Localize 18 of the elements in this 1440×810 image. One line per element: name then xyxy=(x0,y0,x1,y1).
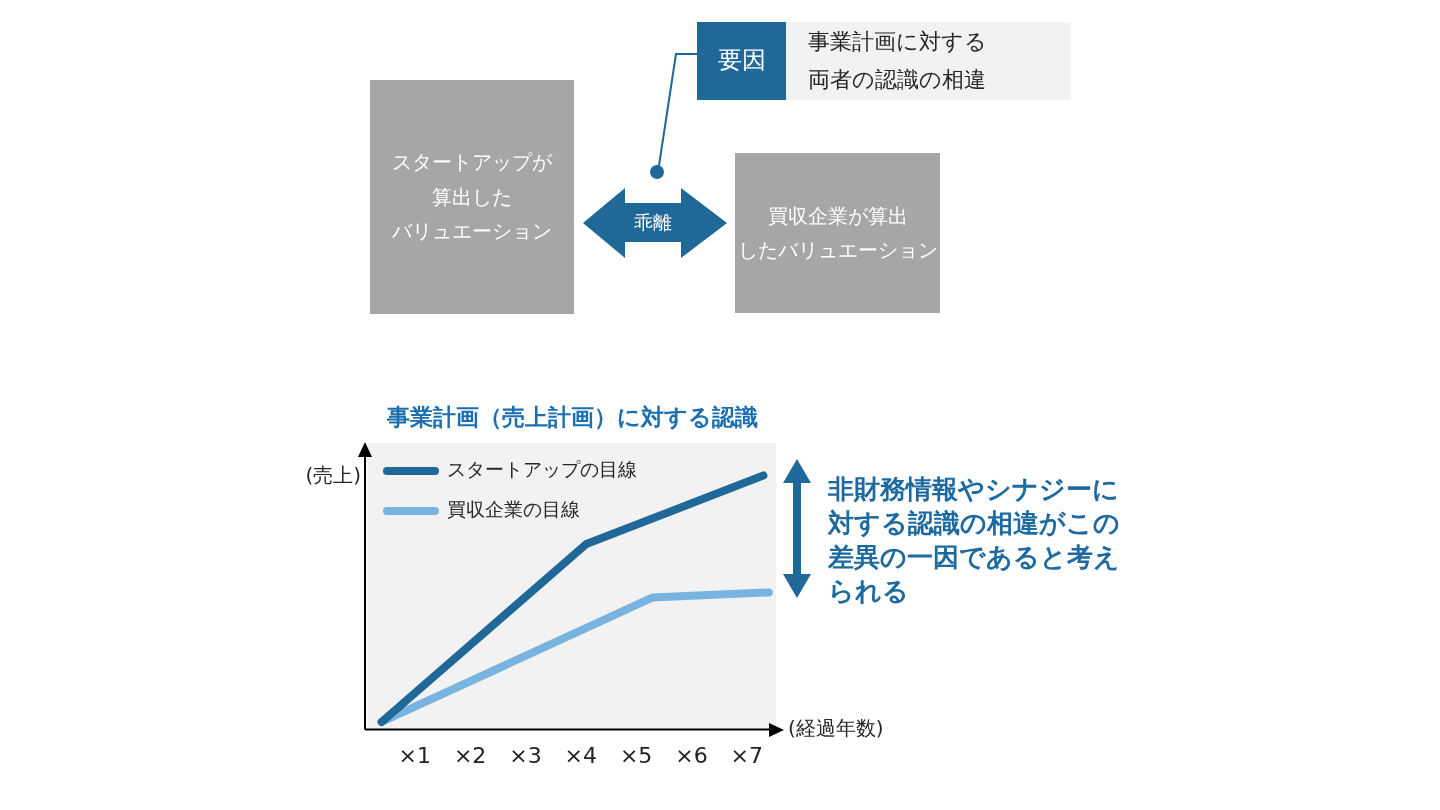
x-tick-label: ×7 xyxy=(730,742,764,768)
x-axis-title: (経過年数) xyxy=(788,715,884,740)
x-tick-label: ×6 xyxy=(675,742,708,768)
text: 乖離 xyxy=(634,210,672,236)
x-tick-label: ×1 xyxy=(398,742,432,768)
text: 非財務情報やシナジーに対する認識の相違がこの差異の一因であると考えられる xyxy=(827,474,1120,607)
x-tick-label: ×4 xyxy=(564,742,598,768)
x-tick-label: ×2 xyxy=(453,742,487,768)
chart-title: 事業計画（売上計画）に対する認識 xyxy=(386,403,758,430)
x-tick-label: ×3 xyxy=(509,742,542,768)
legend-label: 買収企業の目線 xyxy=(447,497,580,520)
text-box: 買収企業が算出したバリュエーション xyxy=(735,153,940,313)
text-box: スタートアップが算出したバリュエーション xyxy=(370,80,574,314)
legend-label: スタートアップの目線 xyxy=(447,457,637,480)
x-tick-label: ×5 xyxy=(619,742,653,768)
label-box: 要因 xyxy=(697,22,786,100)
y-axis-title: (売上) xyxy=(305,463,361,488)
text-box: 事業計画に対する両者の認識の相違 xyxy=(786,22,1071,100)
